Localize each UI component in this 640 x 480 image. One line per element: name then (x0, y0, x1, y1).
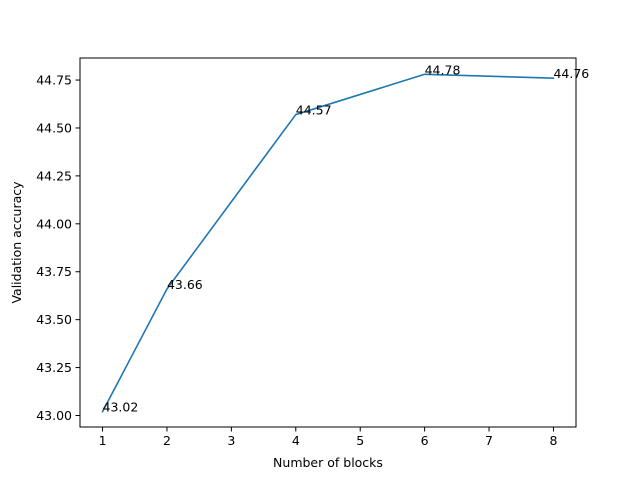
x-tick-label: 4 (292, 433, 300, 448)
data-label-layer: 43.02 43.66 44.57 44.78 44.76 (103, 62, 590, 414)
series-line (101, 73, 555, 413)
data-point-label: 43.66 (167, 277, 203, 292)
y-tick-label: 44.00 (36, 216, 72, 231)
data-point-label: 44.76 (553, 66, 589, 81)
x-tick-label: 1 (99, 433, 107, 448)
data-point-label: 44.78 (425, 62, 461, 77)
y-tick-label: 43.50 (36, 312, 72, 327)
y-tick-label: 44.50 (36, 120, 72, 135)
x-tick-label: 2 (163, 433, 171, 448)
y-tick-label: 43.75 (36, 264, 72, 279)
x-axis-label: Number of blocks (273, 455, 383, 470)
y-tick-label: 43.25 (36, 360, 72, 375)
x-tick-label: 8 (549, 433, 557, 448)
y-axis-label: Validation accuracy (9, 181, 24, 304)
x-tick-label: 7 (485, 433, 493, 448)
data-point-label: 44.57 (296, 103, 332, 118)
y-tick-label: 44.25 (36, 168, 72, 183)
y-tick-label: 43.00 (36, 408, 72, 423)
x-axis-ticks: 1 2 3 4 5 6 7 8 (99, 427, 557, 448)
y-axis-ticks: 43.00 43.25 43.50 43.75 44.00 44.25 44.50 44.75 (36, 73, 80, 423)
x-tick-label: 3 (227, 433, 235, 448)
axes-frame (79, 57, 577, 428)
series-layer (101, 73, 555, 413)
y-tick-label: 44.75 (36, 73, 72, 88)
x-tick-label: 6 (421, 433, 429, 448)
data-point-label: 43.02 (103, 400, 139, 415)
x-tick-label: 5 (356, 433, 364, 448)
